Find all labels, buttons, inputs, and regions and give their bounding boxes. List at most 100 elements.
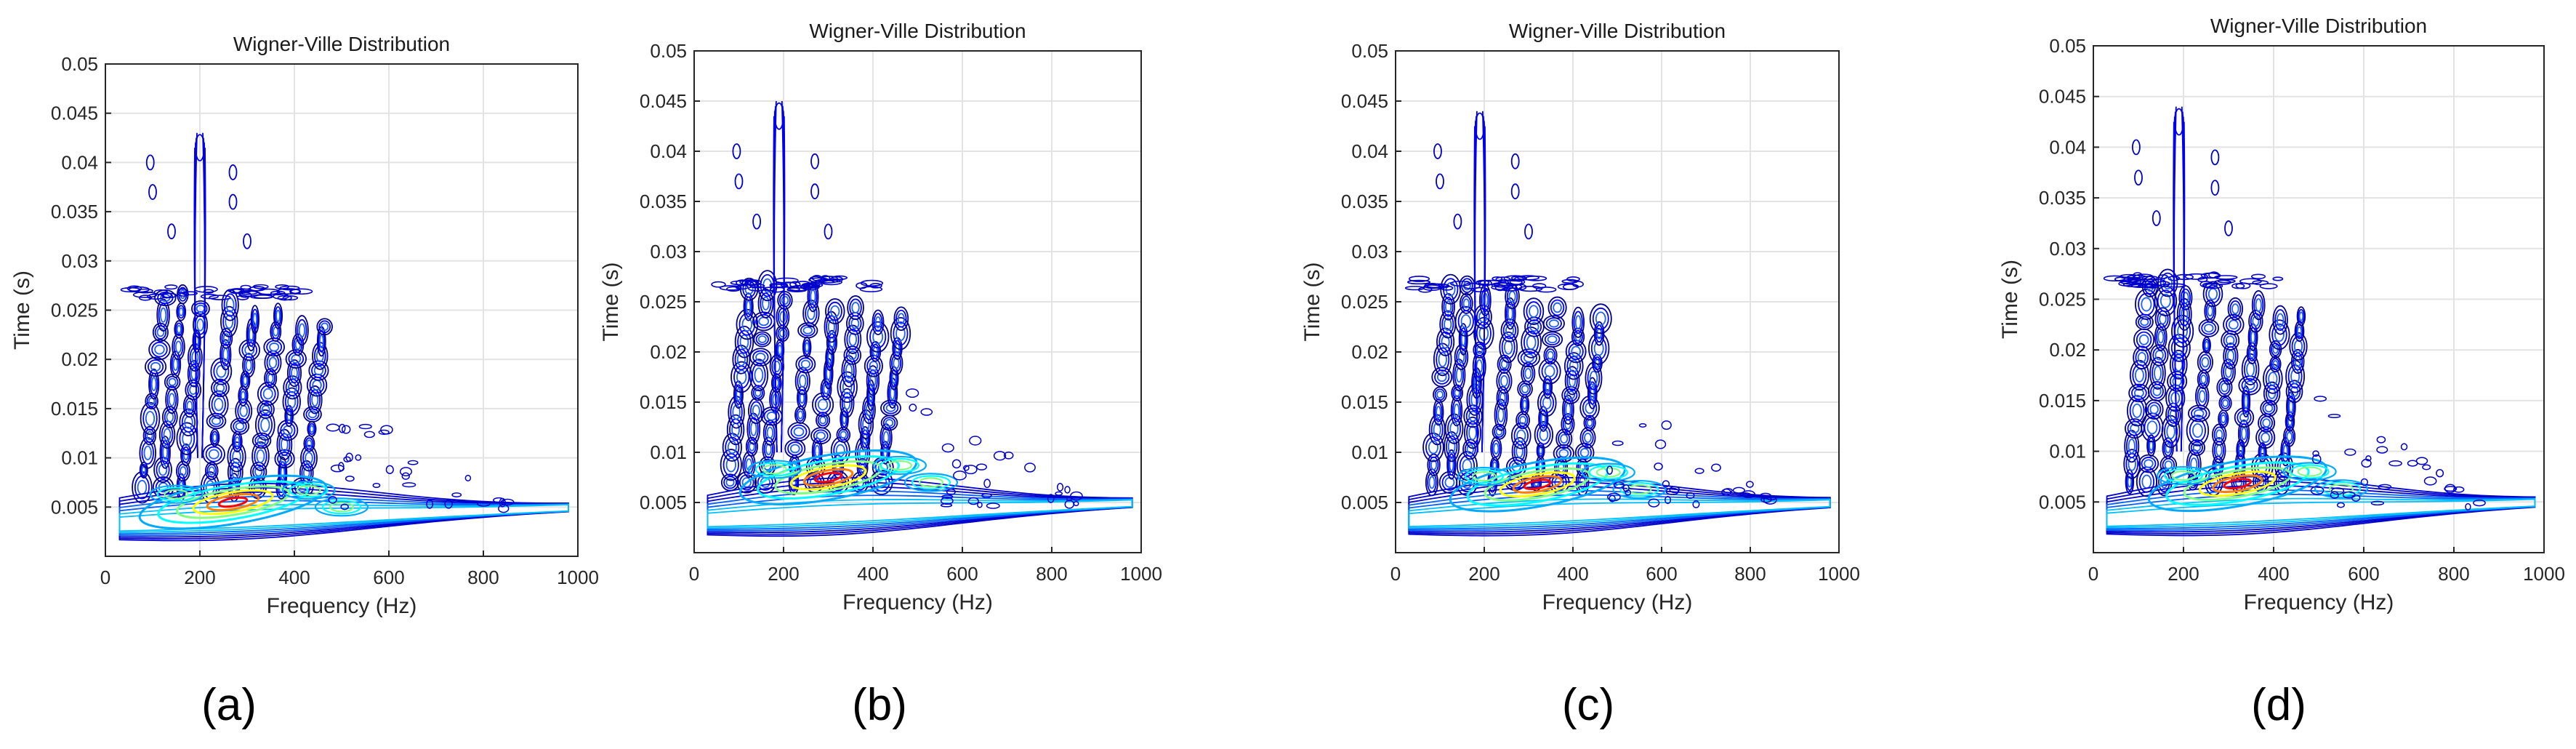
contour-line xyxy=(2251,290,2266,321)
contour-line xyxy=(204,461,219,481)
contour-line xyxy=(725,478,735,487)
contour-line xyxy=(372,482,381,489)
contour-line xyxy=(797,389,806,407)
contour-line xyxy=(1553,302,1562,313)
contour-line xyxy=(1438,331,1452,353)
contour-line xyxy=(2465,502,2471,510)
contour-line xyxy=(2252,316,2260,327)
contour-line xyxy=(726,286,741,292)
contour-line xyxy=(1524,368,1532,380)
contour-line xyxy=(762,296,770,311)
contour-line xyxy=(2204,299,2217,323)
contour-line xyxy=(832,275,848,281)
contour-line xyxy=(2141,297,2152,312)
contour-line xyxy=(1523,353,1534,363)
contour-line xyxy=(2444,486,2458,492)
contour-line xyxy=(2388,460,2402,467)
contour-line xyxy=(209,295,231,300)
contour-line xyxy=(918,477,944,488)
contour-line xyxy=(1694,468,1704,474)
contour-line xyxy=(941,443,954,453)
contour-line xyxy=(254,409,275,441)
contour-line xyxy=(2166,423,2175,439)
contour-line xyxy=(2169,349,2188,380)
contour-line xyxy=(305,452,313,465)
contour-line xyxy=(1505,301,1515,326)
contour-line xyxy=(126,285,142,292)
y-tick-label: 0.02 xyxy=(2049,339,2086,361)
contour-line xyxy=(139,462,148,479)
contour-line xyxy=(707,499,1133,528)
contour-line xyxy=(1047,494,1055,503)
contour-line xyxy=(1408,276,1430,282)
contour-line xyxy=(274,449,295,469)
contour-core xyxy=(2183,466,2293,501)
contour-line xyxy=(882,430,890,445)
contour-line xyxy=(178,292,190,297)
contour-line xyxy=(1606,465,1613,475)
contour-line xyxy=(2269,319,2290,351)
contour-line xyxy=(1595,467,1621,478)
contour-layer xyxy=(1404,111,1831,537)
contour-line xyxy=(866,365,880,396)
contour-line xyxy=(1471,471,1497,482)
contour-core xyxy=(138,474,328,530)
y-tick-label: 0.05 xyxy=(1351,40,1388,62)
contour-line xyxy=(231,465,240,479)
contour-line xyxy=(290,288,313,295)
contour-line xyxy=(1496,368,1513,394)
contour-line xyxy=(212,433,217,442)
chart-title: Wigner-Ville Distribution xyxy=(809,20,1026,42)
contour-line xyxy=(1573,311,1583,335)
contour-line xyxy=(1565,340,1587,364)
contour-line xyxy=(2240,427,2247,441)
contour-line xyxy=(805,303,818,324)
contour-line xyxy=(2365,455,2372,462)
contour-line xyxy=(280,465,286,481)
contour-line xyxy=(1436,406,1441,419)
contour-line xyxy=(2282,444,2288,459)
contour-line xyxy=(1589,303,1612,335)
contour-line xyxy=(227,441,246,473)
contour-line xyxy=(164,409,176,426)
x-tick-label: 1000 xyxy=(1120,563,1162,585)
contour-line xyxy=(2252,280,2269,286)
contour-line xyxy=(2200,374,2207,385)
contour-line xyxy=(138,295,153,301)
contour-line xyxy=(2263,381,2281,406)
contour-line xyxy=(181,412,196,433)
contour-line xyxy=(220,305,238,337)
contour-line xyxy=(210,357,233,385)
contour-line xyxy=(1510,183,1520,200)
contour-line xyxy=(1654,439,1667,449)
contour-line xyxy=(1520,351,1537,365)
contour-line xyxy=(2197,276,2208,283)
contour-line xyxy=(235,422,245,430)
contour-line xyxy=(2186,414,2210,446)
contour-line xyxy=(727,440,737,454)
contour-line xyxy=(499,497,507,508)
contour-line xyxy=(738,474,754,491)
contour-line xyxy=(802,326,813,335)
contour-line xyxy=(1055,491,1063,496)
contour-line xyxy=(1524,330,1539,354)
y-tick-label: 0.03 xyxy=(61,250,98,272)
y-tick-label: 0.015 xyxy=(640,391,687,413)
contour-line xyxy=(1544,378,1552,396)
contour-line xyxy=(175,322,183,337)
contour-line xyxy=(1494,425,1505,438)
contour-line xyxy=(1436,347,1450,372)
y-tick-label: 0.01 xyxy=(650,441,687,463)
contour-line xyxy=(145,154,155,171)
contour-line xyxy=(2188,438,2205,457)
contour-line xyxy=(1550,299,1565,316)
contour-line xyxy=(2210,180,2220,196)
contour-line xyxy=(1494,398,1508,431)
contour-line xyxy=(277,295,292,301)
contour-line xyxy=(1460,332,1466,347)
contour-line xyxy=(1537,389,1557,417)
chart-panel-1: 0 200 400 600 800 1000 0.005 0.01 0.015 0.02 0.025… xyxy=(10,33,599,618)
contour-line xyxy=(234,436,241,447)
contour-line xyxy=(2242,389,2250,414)
contour-line xyxy=(1422,432,1444,462)
